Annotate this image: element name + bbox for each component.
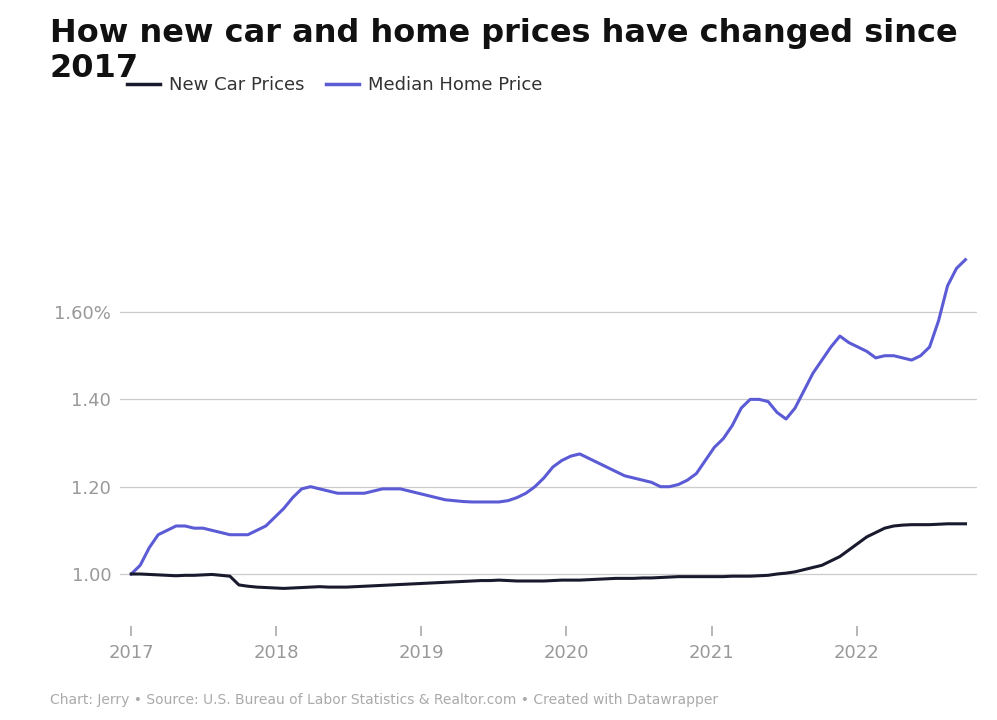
Legend: New Car Prices, Median Home Price: New Car Prices, Median Home Price — [120, 69, 549, 102]
Text: How new car and home prices have changed since
2017: How new car and home prices have changed… — [50, 18, 957, 84]
Text: Chart: Jerry • Source: U.S. Bureau of Labor Statistics & Realtor.com • Created w: Chart: Jerry • Source: U.S. Bureau of La… — [50, 693, 718, 707]
